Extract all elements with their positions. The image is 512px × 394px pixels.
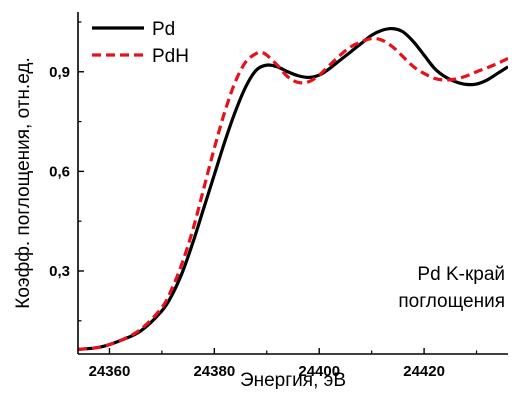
x-tick-label: 24420 bbox=[403, 363, 445, 380]
y-tick-label: 0,9 bbox=[49, 64, 70, 81]
x-tick-label: 24360 bbox=[89, 363, 131, 380]
ticks-layer: 24360 24380 24400 24420 0,3 0,6 0,9 bbox=[49, 21, 478, 380]
legend: Pd PdH bbox=[92, 19, 189, 67]
annotation: Pd K-край поглощения bbox=[398, 264, 505, 312]
y-tick-label: 0,3 bbox=[49, 263, 70, 280]
series-line-pdh bbox=[78, 36, 508, 351]
legend-label-pdh: PdH bbox=[152, 46, 189, 67]
series-line-pd bbox=[78, 26, 508, 351]
annotation-line: поглощения bbox=[398, 291, 505, 312]
annotation-line: Pd K-край bbox=[417, 264, 505, 285]
x-axis-title: Энергия, эВ bbox=[240, 370, 346, 389]
y-axis-title: Коэфф. поглощения, отн.ед. bbox=[13, 57, 34, 308]
x-tick-label: 24380 bbox=[193, 363, 235, 380]
axes-layer bbox=[77, 12, 508, 355]
y-tick-label: 0,6 bbox=[49, 163, 70, 180]
axis-titles: Энергия, эВ Коэфф. поглощения, отн.ед. bbox=[13, 57, 346, 391]
x-tick-label: 24400 bbox=[298, 363, 340, 380]
legend-label-pd: Pd bbox=[152, 19, 175, 40]
series-layer bbox=[78, 26, 508, 351]
